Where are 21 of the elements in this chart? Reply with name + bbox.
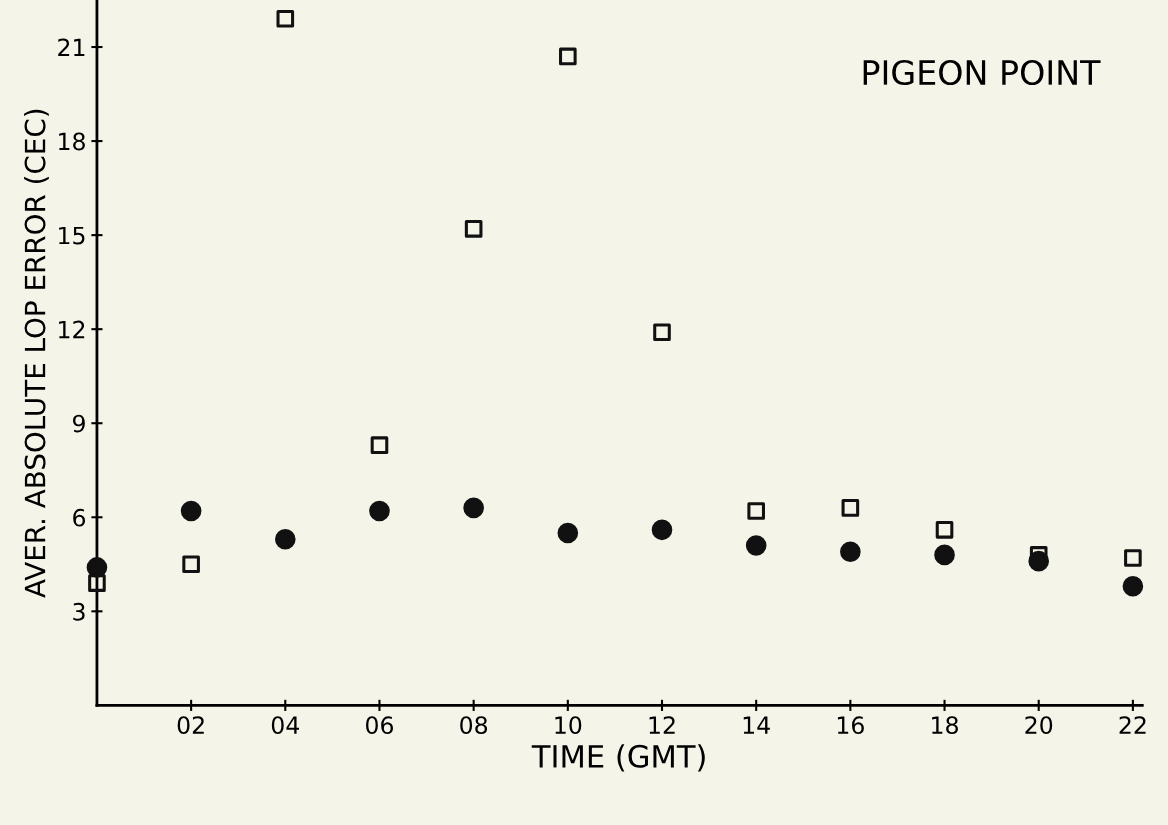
x-tick-label: 18 [932,716,958,735]
y-tick-label: 12 [59,320,85,339]
y-tick-label: 9 [72,414,85,433]
x-tick-label: 02 [177,716,204,735]
x-tick-label: 14 [743,716,770,734]
x-tick-label: 20 [1025,716,1053,735]
y-tick-label: 6 [73,508,86,527]
x-tick-label: 12 [649,716,675,734]
y-axis-title: AVER. ABSOLUTE LOP ERROR (CEC) [24,109,49,598]
annotation: PIGEON POINT [863,59,1101,86]
x-tick-label: 16 [837,716,864,735]
y-tick-label: 15 [59,226,85,245]
y-tick-label: 21 [58,38,85,56]
x-tick-label: 08 [460,716,488,735]
x-tick-label: 10 [555,716,582,735]
y-tick-label: 18 [59,132,85,151]
x-tick-label: 06 [366,716,394,735]
x-axis-title: TIME (GMT) [531,744,705,772]
x-tick-label: 04 [271,716,299,735]
x-tick-label: 22 [1119,716,1146,734]
y-tick-label: 3 [73,602,85,621]
